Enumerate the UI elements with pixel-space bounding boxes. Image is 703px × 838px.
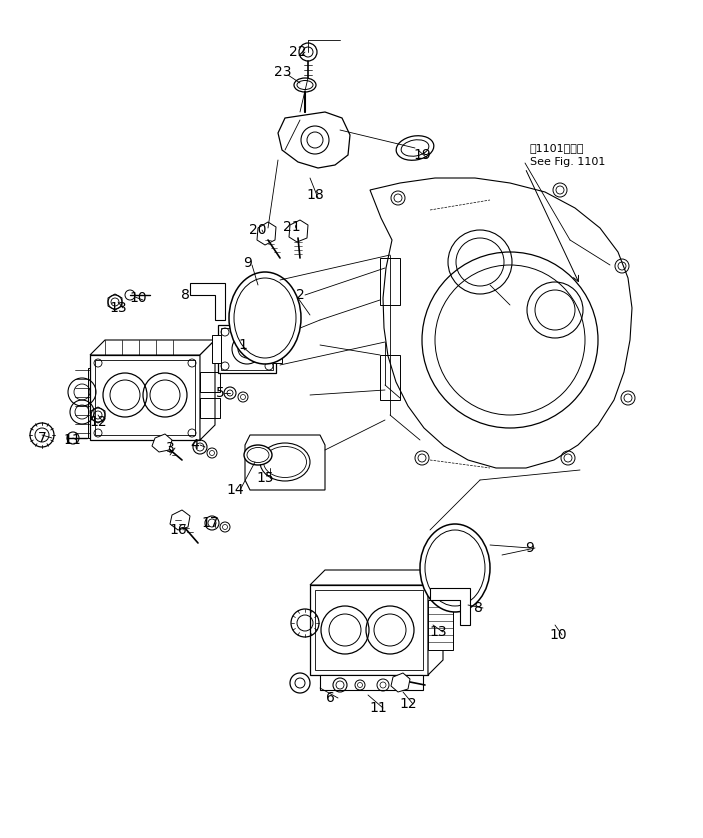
Text: 10: 10 (549, 628, 567, 642)
Text: 19: 19 (413, 148, 431, 162)
Polygon shape (245, 435, 325, 490)
Text: 11: 11 (369, 701, 387, 715)
Text: 12: 12 (89, 415, 107, 429)
Bar (218, 325, 276, 373)
Ellipse shape (244, 445, 272, 465)
Text: 9: 9 (526, 541, 534, 555)
Ellipse shape (420, 524, 490, 612)
Text: 第1101図参照: 第1101図参照 (530, 143, 584, 153)
Bar (273, 335, 282, 363)
Bar (212, 335, 221, 363)
Text: 20: 20 (250, 223, 266, 237)
Polygon shape (320, 675, 423, 690)
Text: See Fig. 1101: See Fig. 1101 (530, 157, 605, 167)
Bar (95, 360, 195, 435)
Text: 15: 15 (256, 471, 273, 485)
Text: 13: 13 (430, 625, 447, 639)
Text: 18: 18 (306, 188, 324, 202)
Polygon shape (152, 434, 172, 452)
Text: 4: 4 (191, 438, 200, 452)
Text: 13: 13 (109, 301, 127, 315)
Text: 9: 9 (243, 256, 252, 270)
Polygon shape (278, 112, 350, 168)
Text: 11: 11 (63, 433, 81, 447)
Ellipse shape (229, 272, 301, 364)
Text: 5: 5 (216, 386, 224, 400)
Polygon shape (200, 340, 215, 440)
Circle shape (299, 43, 317, 61)
Polygon shape (391, 673, 410, 692)
Polygon shape (190, 283, 225, 320)
Polygon shape (90, 340, 215, 355)
Text: 3: 3 (166, 441, 174, 455)
Text: 6: 6 (325, 691, 335, 705)
Polygon shape (257, 222, 276, 245)
Text: 14: 14 (226, 483, 244, 497)
Polygon shape (289, 220, 308, 242)
Text: 2: 2 (296, 288, 304, 302)
Circle shape (301, 126, 329, 154)
Bar (310, 585, 428, 675)
Polygon shape (170, 510, 190, 530)
Text: 22: 22 (289, 45, 307, 59)
Polygon shape (428, 600, 453, 650)
Text: 1: 1 (238, 338, 247, 352)
Text: 23: 23 (274, 65, 292, 79)
Text: 16: 16 (169, 523, 187, 537)
Text: 21: 21 (283, 220, 301, 234)
Bar (221, 328, 273, 370)
Ellipse shape (260, 443, 310, 481)
Text: 8: 8 (181, 288, 189, 302)
Text: 7: 7 (38, 431, 46, 445)
Bar (90, 355, 200, 440)
Ellipse shape (396, 136, 434, 160)
Bar (315, 590, 423, 670)
Text: 12: 12 (399, 697, 417, 711)
Polygon shape (428, 570, 443, 675)
Polygon shape (430, 588, 470, 625)
Text: 17: 17 (201, 516, 219, 530)
Text: 10: 10 (129, 291, 147, 305)
Ellipse shape (294, 78, 316, 92)
Polygon shape (310, 570, 443, 585)
Text: 8: 8 (474, 601, 482, 615)
